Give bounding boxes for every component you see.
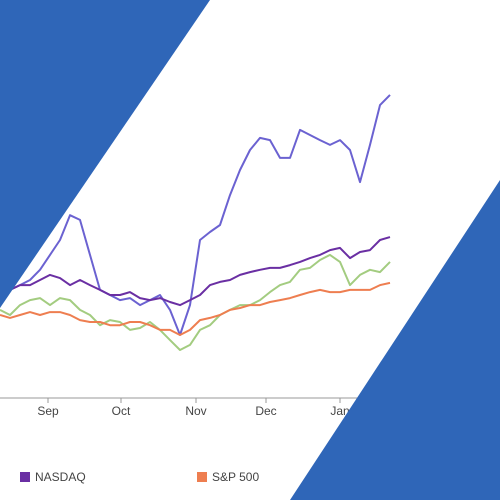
legend-label: S&P 500 <box>212 470 259 484</box>
legend-swatch <box>20 472 30 482</box>
series-line <box>0 281 391 336</box>
plot-area: Sep Oct Nov Dec Jan NASDAQ S&P 500 <box>0 94 500 484</box>
x-tick-label: Jan <box>330 404 349 418</box>
legend-label: NASDAQ <box>35 470 86 484</box>
x-tick-label: Sep <box>37 404 59 418</box>
decor-band <box>290 180 500 500</box>
decor-band <box>0 0 210 308</box>
series-line <box>0 236 391 307</box>
x-tick-label: Oct <box>112 404 131 418</box>
x-tick-label: Nov <box>185 404 206 418</box>
legend-swatch <box>197 472 207 482</box>
series-line <box>0 94 391 336</box>
x-tick-label: Dec <box>255 404 276 418</box>
series-line <box>0 253 391 351</box>
